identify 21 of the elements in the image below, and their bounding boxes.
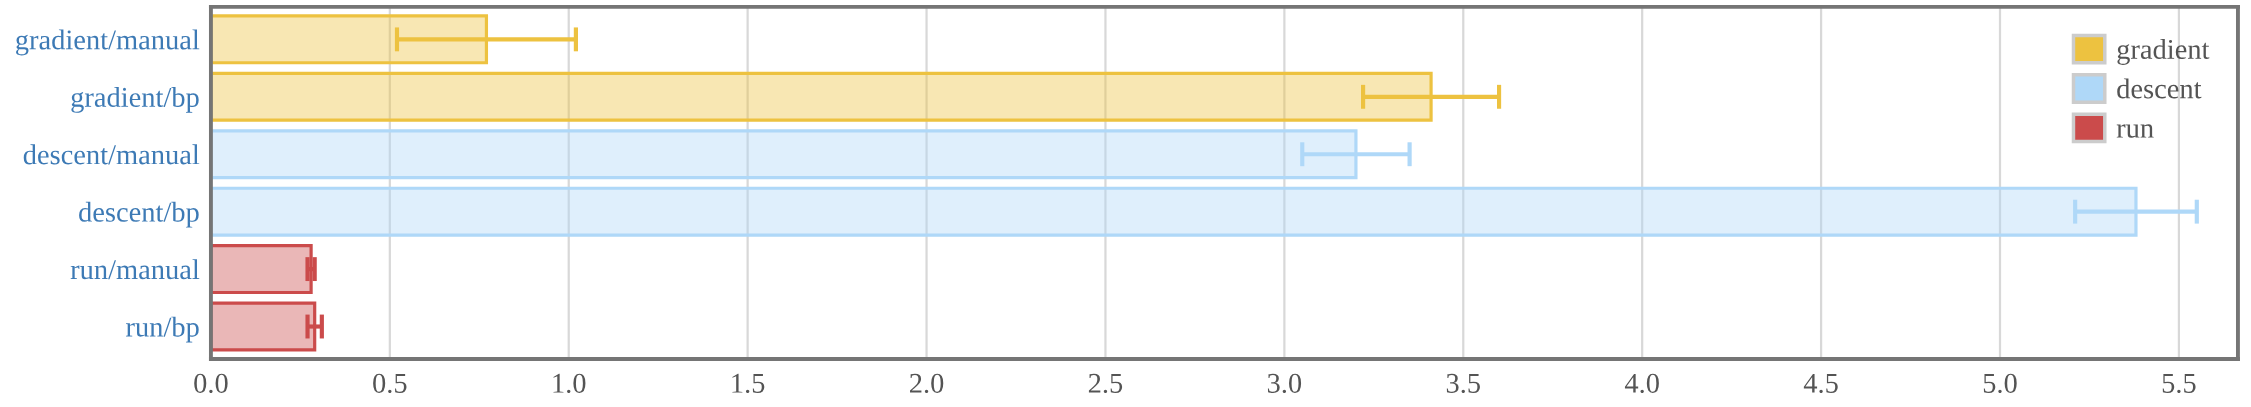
x-tick-label: 5.5 xyxy=(2162,373,2196,394)
x-tick-label: 4.0 xyxy=(1624,373,1659,394)
x-tick-label: 3.5 xyxy=(1446,373,1480,394)
x-tick-label: 1.5 xyxy=(732,373,765,394)
x-tick-label: 2.0 xyxy=(910,373,944,394)
y-tick-label: gradient/bp xyxy=(71,86,199,113)
y-tick-label: descent/bp xyxy=(79,201,199,228)
x-tick-label: 1.0 xyxy=(553,373,586,394)
x-tick-label: 2.5 xyxy=(1088,373,1123,394)
y-tick-label: gradient/manual xyxy=(16,29,200,56)
x-tick-label: 0.0 xyxy=(194,373,228,394)
x-tick-label: 4.5 xyxy=(1803,373,1838,394)
x-tick-label: 3.0 xyxy=(1267,373,1302,394)
x-tick-label: 5.0 xyxy=(1983,373,2017,394)
x-tick-label: 0.5 xyxy=(373,373,407,394)
y-tick-label: run/manual xyxy=(70,259,200,280)
legend-label: run xyxy=(2116,124,2154,138)
y-tick-label: run/bp xyxy=(126,316,199,343)
legend-label: gradient xyxy=(2117,38,2210,65)
legend-label: descent xyxy=(2117,78,2202,99)
y-tick-label: descent/manual xyxy=(23,144,200,165)
